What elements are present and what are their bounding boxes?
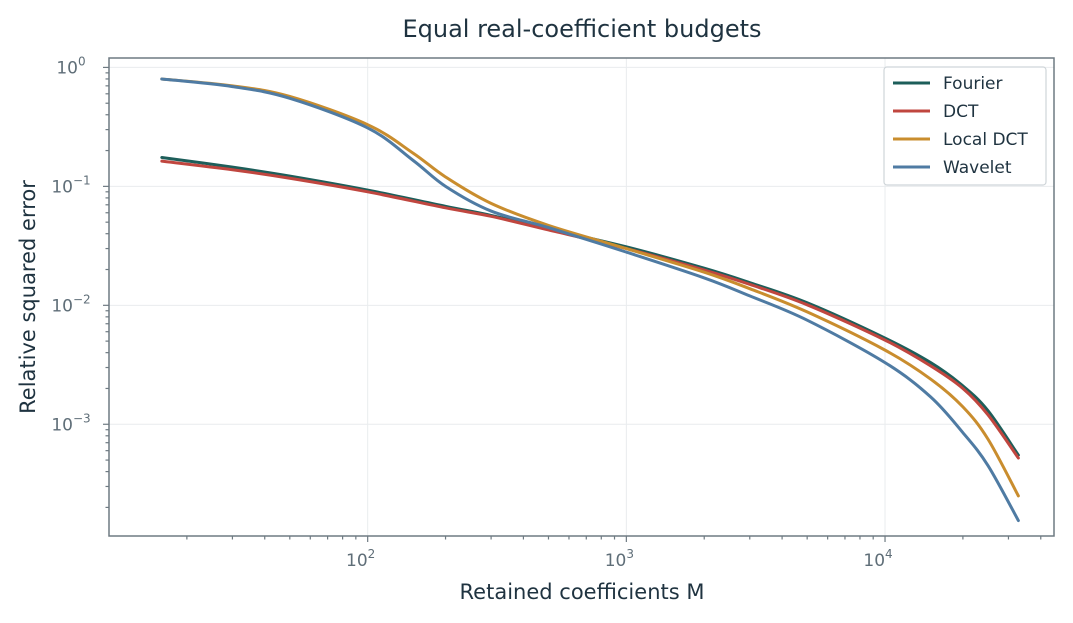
series-line-local-dct — [160, 77, 1020, 498]
y-tick-base: 10 — [56, 58, 78, 78]
y-tick-exponent: −1 — [73, 173, 91, 187]
x-tick-label: 103 — [605, 547, 634, 571]
y-axis-label: Relative squared error — [16, 180, 40, 414]
legend-box — [883, 66, 1047, 186]
y-tick-label: 10−2 — [51, 292, 90, 316]
legend-label-local-dct: Local DCT — [943, 130, 1028, 150]
legend-label-fourier: Fourier — [943, 74, 1003, 94]
axis-ticks — [103, 66, 1042, 542]
y-tick-label: 10−3 — [51, 411, 90, 435]
y-tick-base: 10 — [51, 296, 73, 316]
plot-frame — [108, 57, 1055, 537]
series-line-fourier — [160, 155, 1020, 457]
y-tick-base: 10 — [51, 177, 73, 197]
x-tick-label: 104 — [863, 547, 892, 571]
x-tick-exponent: 2 — [368, 547, 376, 561]
legend-label-wavelet: Wavelet — [943, 158, 1012, 178]
y-tick-label: 10−1 — [51, 173, 90, 197]
y-tick-label: 100 — [56, 54, 85, 78]
x-axis-label: Retained coefficients M — [460, 580, 705, 604]
x-tick-label: 102 — [346, 547, 375, 571]
y-tick-exponent: 0 — [78, 54, 86, 68]
x-tick-exponent: 3 — [626, 547, 634, 561]
legend-label-dct: DCT — [943, 102, 979, 122]
y-tick-exponent: −3 — [73, 411, 91, 425]
series-line-dct — [160, 159, 1020, 460]
x-tick-base: 10 — [863, 551, 885, 571]
series-layer — [160, 77, 1020, 523]
x-tick-exponent: 4 — [885, 547, 893, 561]
series-line-wavelet — [160, 77, 1020, 523]
x-tick-base: 10 — [346, 551, 368, 571]
chart-title: Equal real-coefficient budgets — [402, 15, 761, 43]
y-tick-base: 10 — [51, 415, 73, 435]
legend: Fourier DCT Local DCT Wavelet — [883, 66, 1047, 186]
x-tick-base: 10 — [605, 551, 627, 571]
y-tick-exponent: −2 — [73, 292, 91, 306]
